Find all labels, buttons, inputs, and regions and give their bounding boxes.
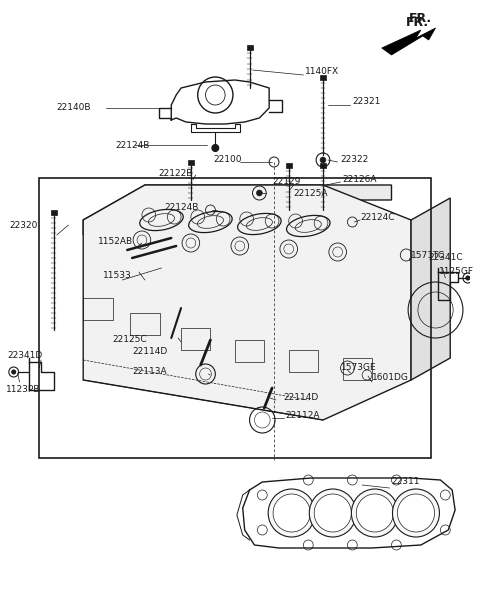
Text: 22100: 22100: [214, 156, 242, 164]
Text: 22320: 22320: [10, 221, 38, 229]
Text: 1601DG: 1601DG: [372, 374, 409, 383]
Text: 22124C: 22124C: [360, 213, 395, 222]
Polygon shape: [83, 185, 392, 235]
Bar: [247, 45, 252, 50]
Text: 22124B: 22124B: [165, 203, 199, 213]
Circle shape: [351, 489, 398, 537]
Bar: [39, 178, 431, 458]
Bar: [235, 340, 264, 362]
Text: 22126A: 22126A: [343, 175, 377, 185]
Polygon shape: [382, 28, 435, 55]
Text: 22125C: 22125C: [112, 336, 147, 344]
Text: 22322: 22322: [341, 156, 369, 164]
Text: FR.: FR.: [409, 11, 432, 24]
Text: 22125A: 22125A: [294, 190, 328, 198]
Text: 22122B: 22122B: [158, 169, 193, 178]
Bar: [320, 163, 326, 168]
Circle shape: [12, 370, 16, 374]
Text: 1152AB: 1152AB: [98, 237, 133, 247]
Polygon shape: [83, 185, 411, 420]
Text: 22124B: 22124B: [116, 141, 150, 150]
Circle shape: [309, 489, 356, 537]
Text: 22341D: 22341D: [8, 350, 43, 359]
Circle shape: [273, 494, 310, 532]
Text: 1140FX: 1140FX: [305, 67, 339, 76]
Polygon shape: [411, 198, 450, 380]
Text: FR.: FR.: [406, 15, 429, 29]
Text: 1125GF: 1125GF: [439, 268, 473, 277]
Circle shape: [268, 489, 315, 537]
Circle shape: [314, 494, 351, 532]
Bar: [83, 298, 112, 320]
Circle shape: [356, 494, 394, 532]
Circle shape: [212, 144, 219, 151]
Text: 22341C: 22341C: [429, 253, 463, 262]
Bar: [51, 210, 57, 215]
Circle shape: [393, 489, 440, 537]
Bar: [320, 75, 326, 80]
Text: 1573GE: 1573GE: [341, 364, 376, 372]
Text: 22114D: 22114D: [132, 347, 168, 356]
Circle shape: [397, 494, 434, 532]
Text: 22129: 22129: [272, 178, 300, 187]
Text: 11533: 11533: [103, 271, 132, 280]
Bar: [343, 358, 372, 380]
Bar: [286, 163, 292, 168]
Bar: [289, 350, 318, 372]
Text: 22112A: 22112A: [286, 411, 320, 421]
Circle shape: [466, 276, 470, 280]
Text: 22140B: 22140B: [57, 104, 91, 113]
Text: 22113A: 22113A: [132, 368, 167, 377]
Circle shape: [256, 190, 262, 196]
Text: 1123PB: 1123PB: [6, 386, 40, 395]
Text: 22311: 22311: [392, 477, 420, 486]
Text: 22321: 22321: [352, 98, 381, 107]
Bar: [181, 328, 210, 350]
Text: 22114D: 22114D: [284, 393, 319, 402]
Circle shape: [320, 157, 326, 163]
Bar: [130, 313, 159, 335]
Text: 1571TC: 1571TC: [411, 250, 445, 259]
Bar: [188, 160, 194, 165]
